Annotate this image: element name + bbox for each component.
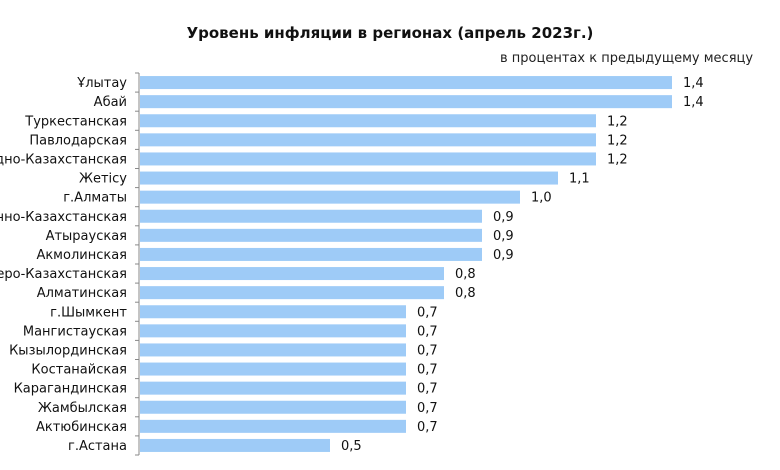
- bar: [140, 381, 406, 395]
- category-label: Восточно-Казахстанская: [0, 210, 127, 225]
- category-label: Абай: [94, 95, 127, 110]
- bar: [140, 152, 596, 166]
- bar: [140, 114, 596, 128]
- bar: [140, 324, 406, 338]
- category-label: г.Астана: [68, 439, 127, 454]
- data-label: 0,9: [493, 248, 514, 263]
- category-label: Кызылординская: [9, 343, 127, 358]
- data-label: 0,7: [417, 324, 438, 339]
- category-label: Алматинская: [37, 286, 127, 301]
- category-label: Северо-Казахстанская: [0, 267, 127, 282]
- data-label: 0,5: [341, 439, 362, 454]
- data-label: 0,7: [417, 343, 438, 358]
- category-label: Атырауская: [46, 229, 127, 244]
- category-label: Ұлытау: [76, 76, 127, 91]
- bar: [140, 247, 482, 261]
- category-label: Мангистауская: [23, 324, 127, 339]
- bar: [140, 190, 520, 204]
- bar: [140, 438, 330, 452]
- category-label: Карагандинская: [14, 382, 127, 397]
- category-label: Западно-Казахстанская: [0, 152, 127, 167]
- bar: [140, 95, 672, 109]
- bar: [140, 305, 406, 319]
- chart-title: Уровень инфляции в регионах (апрель 2023…: [186, 24, 594, 42]
- data-label: 0,7: [417, 382, 438, 397]
- bar: [140, 343, 406, 357]
- data-label: 1,2: [607, 152, 628, 167]
- data-label: 0,7: [417, 363, 438, 378]
- category-label: г.Алматы: [63, 191, 127, 206]
- data-label: 1,2: [607, 133, 628, 148]
- data-label: 0,7: [417, 401, 438, 416]
- bar: [140, 267, 444, 281]
- data-label: 0,9: [493, 210, 514, 225]
- category-label: Туркестанская: [24, 114, 127, 129]
- bar: [140, 419, 406, 433]
- bar: [140, 209, 482, 223]
- bar: [140, 171, 558, 185]
- data-label: 0,8: [455, 267, 476, 282]
- data-label: 1,2: [607, 114, 628, 129]
- bar: [140, 133, 596, 147]
- bar: [140, 228, 482, 242]
- data-label: 0,7: [417, 420, 438, 435]
- data-label: 1,4: [683, 76, 704, 91]
- bar: [140, 76, 672, 90]
- labels-layer: Ұлытау 1,4 Абай 1,4 Туркестанская 1,2 Павлодар…: [0, 76, 704, 454]
- data-label: 1,4: [683, 95, 704, 110]
- category-label: г.Шымкент: [50, 305, 127, 320]
- category-label: Павлодарская: [29, 133, 127, 148]
- data-label: 0,9: [493, 229, 514, 244]
- data-label: 0,7: [417, 305, 438, 320]
- bar: [140, 400, 406, 414]
- bar: [140, 286, 444, 300]
- category-label: Актюбинская: [36, 420, 127, 435]
- bars-layer: [135, 72, 672, 456]
- data-label: 1,1: [569, 172, 590, 187]
- data-label: 0,8: [455, 286, 476, 301]
- category-label: Костанайская: [31, 363, 127, 378]
- bar: [140, 362, 406, 376]
- category-label: Жетісу: [79, 172, 127, 187]
- category-label: Жамбылская: [38, 401, 127, 416]
- data-label: 1,0: [531, 191, 552, 206]
- chart-subtitle: в процентах к предыдущему месяцу: [500, 51, 754, 66]
- category-label: Акмолинская: [36, 248, 127, 263]
